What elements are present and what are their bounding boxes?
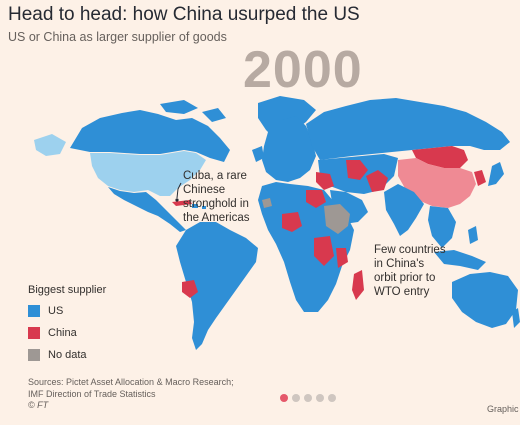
south-asia bbox=[384, 184, 424, 236]
wto-annotation-line-1: Few countries bbox=[374, 244, 446, 256]
slide-pagination bbox=[280, 394, 336, 402]
chart-subtitle: US or China as larger supplier of goods bbox=[8, 30, 227, 44]
central-asia-middle-east bbox=[316, 154, 398, 194]
legend: Biggest supplier US China No data bbox=[28, 284, 106, 366]
legend-title: Biggest supplier bbox=[28, 284, 107, 296]
slide-dot-1[interactable] bbox=[280, 394, 288, 402]
new-zealand bbox=[512, 308, 520, 328]
slide-dot-2[interactable] bbox=[292, 394, 300, 402]
wto-annotation-line-4: WTO entry bbox=[374, 286, 430, 298]
legend-item-us: US bbox=[28, 300, 106, 322]
southeast-asia bbox=[428, 206, 486, 270]
cuba-annotation-line-3: stronghold in bbox=[183, 198, 249, 210]
legend-swatch-no-data bbox=[28, 349, 40, 361]
legend-item-china: China bbox=[28, 322, 106, 344]
legend-item-no-data: No data bbox=[28, 344, 106, 366]
madagascar bbox=[352, 270, 364, 300]
sources-line-2: IMF Direction of Trade Statistics bbox=[28, 388, 156, 399]
usa bbox=[34, 134, 206, 196]
wto-annotation-line-3: orbit prior to bbox=[374, 272, 436, 284]
legend-label-china: China bbox=[48, 327, 77, 339]
legend-label-us: US bbox=[48, 305, 64, 317]
cuba-annotation-line-1: Cuba, a rare bbox=[183, 170, 247, 182]
ft-copyright: © FT bbox=[28, 400, 49, 410]
cuba-annotation: Cuba, a rare Chinese stronghold in the A… bbox=[183, 169, 275, 225]
legend-swatch-china bbox=[28, 327, 40, 339]
europe bbox=[252, 116, 316, 182]
wto-annotation-line-2: in China's bbox=[374, 258, 425, 270]
cuba-annotation-line-4: the Americas bbox=[183, 212, 250, 224]
china-mongolia bbox=[398, 146, 476, 208]
year-label: 2000 bbox=[243, 41, 363, 99]
canada bbox=[70, 100, 230, 162]
legend-label-no-data: No data bbox=[48, 349, 87, 361]
sources-line-1: Sources: Pictet Asset Allocation & Macro… bbox=[28, 377, 234, 387]
mexico-central-america bbox=[108, 187, 186, 232]
graphic-credit: Graphic bbox=[487, 404, 519, 414]
wto-annotation: Few countries in China's orbit prior to … bbox=[374, 243, 466, 299]
slide-dot-5[interactable] bbox=[328, 394, 336, 402]
legend-swatch-us bbox=[28, 305, 40, 317]
korea-japan bbox=[474, 162, 504, 186]
cuba-pointer bbox=[175, 182, 182, 202]
south-america bbox=[176, 222, 258, 350]
russia bbox=[306, 98, 510, 160]
chart-title: Head to head: how China usurped the US bbox=[8, 4, 360, 25]
cuba-annotation-line-2: Chinese bbox=[183, 184, 226, 196]
sources-note: Sources: Pictet Asset Allocation & Macro… bbox=[28, 377, 234, 412]
slide-dot-3[interactable] bbox=[304, 394, 312, 402]
slide-dot-4[interactable] bbox=[316, 394, 324, 402]
africa bbox=[258, 182, 354, 312]
australia bbox=[452, 272, 518, 328]
